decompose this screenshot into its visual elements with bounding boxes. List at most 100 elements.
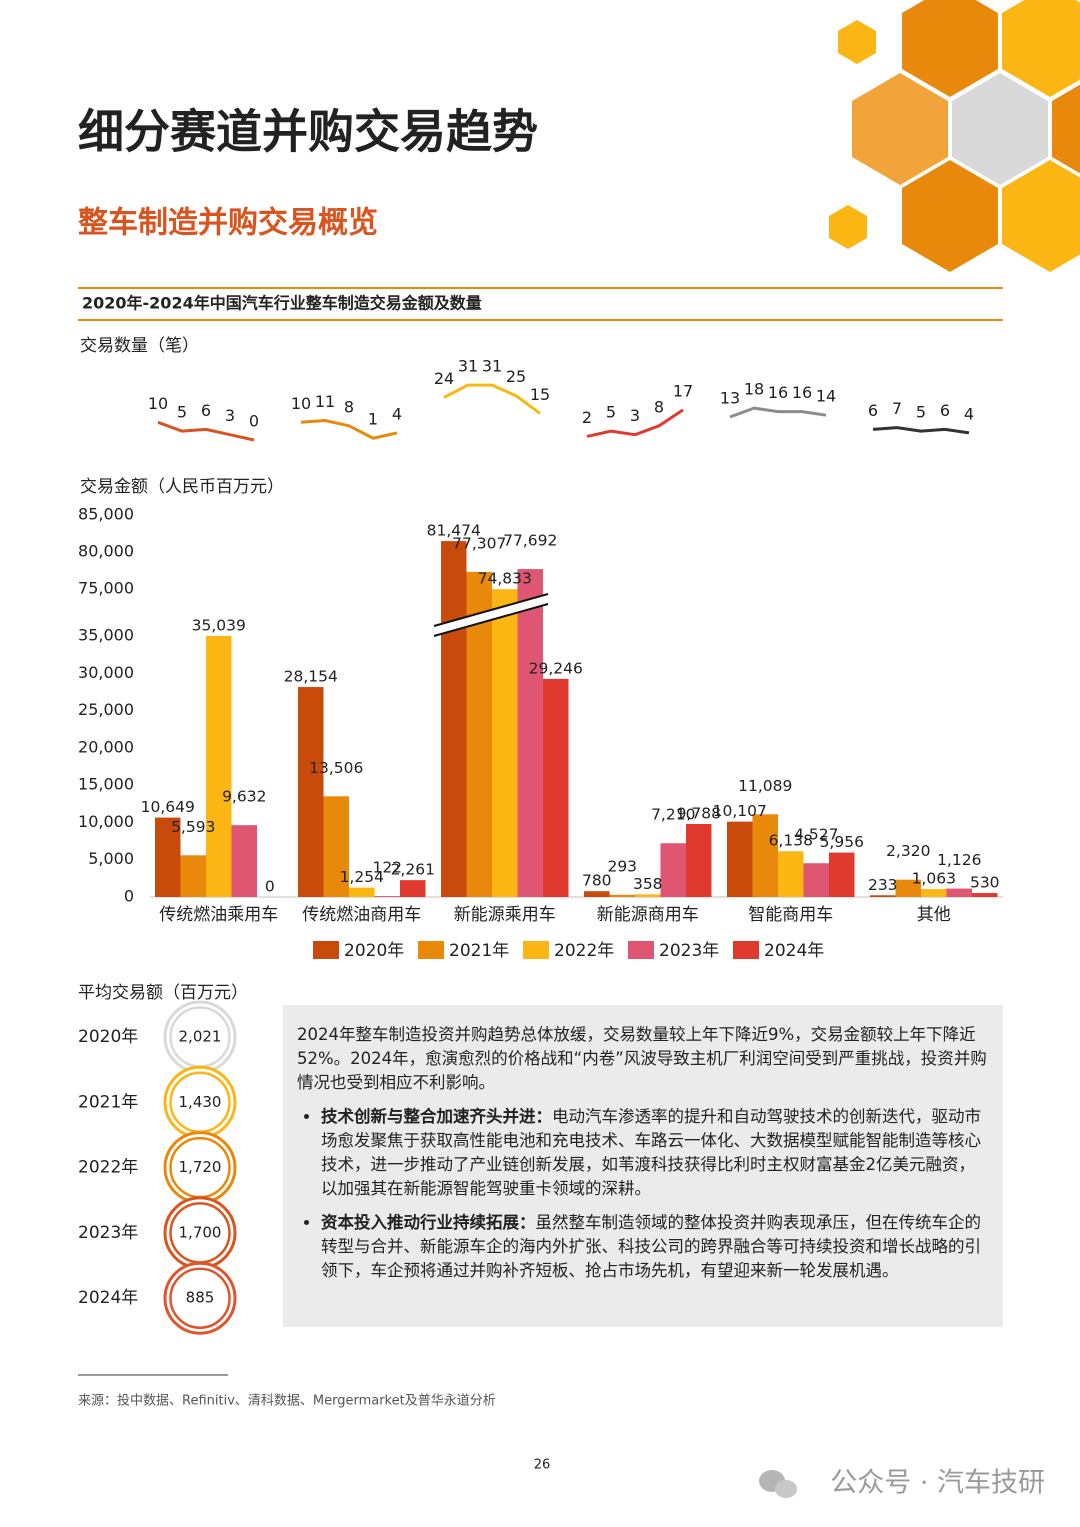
bullet: 技术创新与整合加速齐头并进：电动汽车渗透率的提升和自动驾驶技术的创新迭代，驱动市… [321, 1105, 989, 1201]
count-line [872, 426, 970, 435]
count-line [300, 419, 398, 440]
value-label: 358 [633, 875, 663, 893]
x-tick-label: 新能源商用车 [597, 905, 699, 925]
point-label: 15 [530, 385, 550, 404]
value-label: 2,320 [886, 842, 930, 860]
bullet: 资本投入推动行业持续拓展：虽然整车制造领域的整体投资并购表现承压，但在传统车企的… [321, 1211, 989, 1283]
point-label: 31 [482, 357, 502, 376]
x-tick-label: 智能商用车 [748, 905, 833, 925]
bar [298, 687, 324, 897]
point-label: 6 [201, 401, 211, 420]
point-label: 17 [673, 381, 693, 400]
point-label: 16 [792, 383, 812, 402]
page-number: 26 [534, 1458, 551, 1473]
bar [895, 879, 921, 897]
value-label: 2,261 [391, 861, 435, 879]
y-tick-label: 25,000 [78, 700, 134, 719]
y-tick-label: 75,000 [78, 579, 134, 598]
y-tick-label: 0 [124, 887, 134, 906]
bar [660, 843, 686, 897]
bar [752, 814, 778, 897]
point-label: 18 [744, 380, 764, 399]
value-label: 10,649 [141, 798, 195, 816]
point-label: 3 [630, 406, 640, 425]
bar [517, 569, 543, 897]
point-label: 8 [654, 397, 664, 416]
bar [584, 891, 610, 897]
text-box: 2024年整车制造投资并购趋势总体放缓，交易数量较上年下降近9%，交易金额较上年… [283, 1005, 1003, 1327]
ring-value: 1,430 [179, 1093, 222, 1111]
ring [163, 1261, 237, 1335]
ring-inner [169, 1267, 231, 1329]
bullet-list: 技术创新与整合加速齐头并进：电动汽车渗透率的提升和自动驾驶技术的创新迭代，驱动市… [297, 1105, 989, 1283]
watermark: 公众号 · 汽车技研 [830, 1468, 1045, 1499]
bar [686, 824, 712, 897]
bar [946, 888, 972, 897]
point-label: 25 [506, 367, 526, 386]
bar [400, 880, 426, 897]
value-label: 780 [582, 872, 612, 890]
y-tick-label: 15,000 [78, 775, 134, 794]
bar [778, 851, 804, 897]
value-label: 35,039 [192, 616, 246, 634]
point-label: 4 [392, 404, 402, 423]
figure-title: 2020年-2024年中国汽车行业整车制造交易金额及数量 [82, 294, 482, 313]
legend-label: 2021年 [449, 941, 509, 961]
bar [374, 896, 400, 897]
y-tick-label: 80,000 [78, 542, 134, 561]
ring-value: 2,021 [179, 1028, 222, 1046]
footnote: 来源：投中数据、Refinitiv、清科数据、Mergermarket及普华永道… [78, 1393, 496, 1409]
value-label: 29,246 [529, 659, 583, 677]
bar [609, 894, 635, 897]
y-tick-label: 5,000 [88, 849, 134, 868]
point-label: 13 [720, 388, 740, 407]
bar [543, 678, 569, 897]
value-label: 10,107 [713, 802, 767, 820]
bar [323, 796, 349, 897]
axis-break [433, 593, 549, 637]
page-title: 细分赛道并购交易趋势 [78, 105, 538, 159]
x-tick-label: 其他 [917, 905, 951, 925]
count-line [729, 406, 827, 419]
point-label: 6 [868, 401, 878, 420]
hexagon-decoration [829, 0, 1080, 272]
bar [441, 541, 467, 897]
point-label: 5 [916, 403, 926, 422]
value-label: 122 [372, 859, 402, 877]
bar [349, 887, 375, 897]
value-label: 5,593 [171, 818, 215, 836]
x-tick-label: 传统燃油商用车 [302, 905, 421, 925]
axis-label: 交易数量（笔） [80, 336, 199, 356]
ring-year: 2022年 [78, 1158, 138, 1178]
value-label: 4,527 [794, 826, 838, 844]
x-tick-label: 新能源乘用车 [454, 905, 556, 925]
bullet-lead: 技术创新与整合加速齐头并进： [321, 1107, 552, 1126]
page-subtitle: 整车制造并购交易概览 [78, 206, 378, 241]
value-label: 13,506 [309, 759, 363, 777]
value-label: 9,788 [677, 805, 721, 823]
bars [155, 541, 998, 897]
ring-title: 平均交易额（百万元） [78, 983, 248, 1003]
bar [870, 895, 896, 897]
bar [180, 855, 206, 897]
y-tick-label: 85,000 [78, 505, 134, 524]
value-label: 77,307 [452, 534, 506, 552]
value-label: 74,833 [478, 570, 532, 588]
value-label: 1,254 [340, 868, 384, 886]
point-label: 4 [964, 404, 974, 423]
ring-year: 2024年 [78, 1288, 138, 1308]
value-label: 530 [970, 874, 1000, 892]
bar [492, 589, 518, 897]
point-label: 24 [434, 369, 454, 388]
bar [803, 863, 829, 897]
value-label: 1,126 [937, 851, 981, 869]
legend-label: 2020年 [344, 941, 404, 961]
point-label: 31 [458, 357, 478, 376]
legend-label: 2023年 [659, 941, 719, 961]
ring-value: 885 [186, 1289, 215, 1307]
point-label: 10 [148, 394, 168, 413]
bar [829, 852, 855, 897]
point-label: 5 [177, 403, 187, 422]
